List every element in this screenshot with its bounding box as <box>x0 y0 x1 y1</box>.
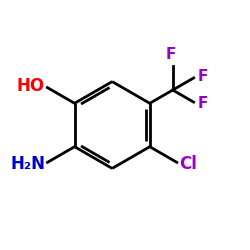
Text: HO: HO <box>17 78 45 96</box>
Text: F: F <box>197 69 207 84</box>
Text: H₂N: H₂N <box>10 154 45 172</box>
Text: F: F <box>165 47 175 62</box>
Text: F: F <box>197 96 207 111</box>
Text: Cl: Cl <box>179 154 197 172</box>
